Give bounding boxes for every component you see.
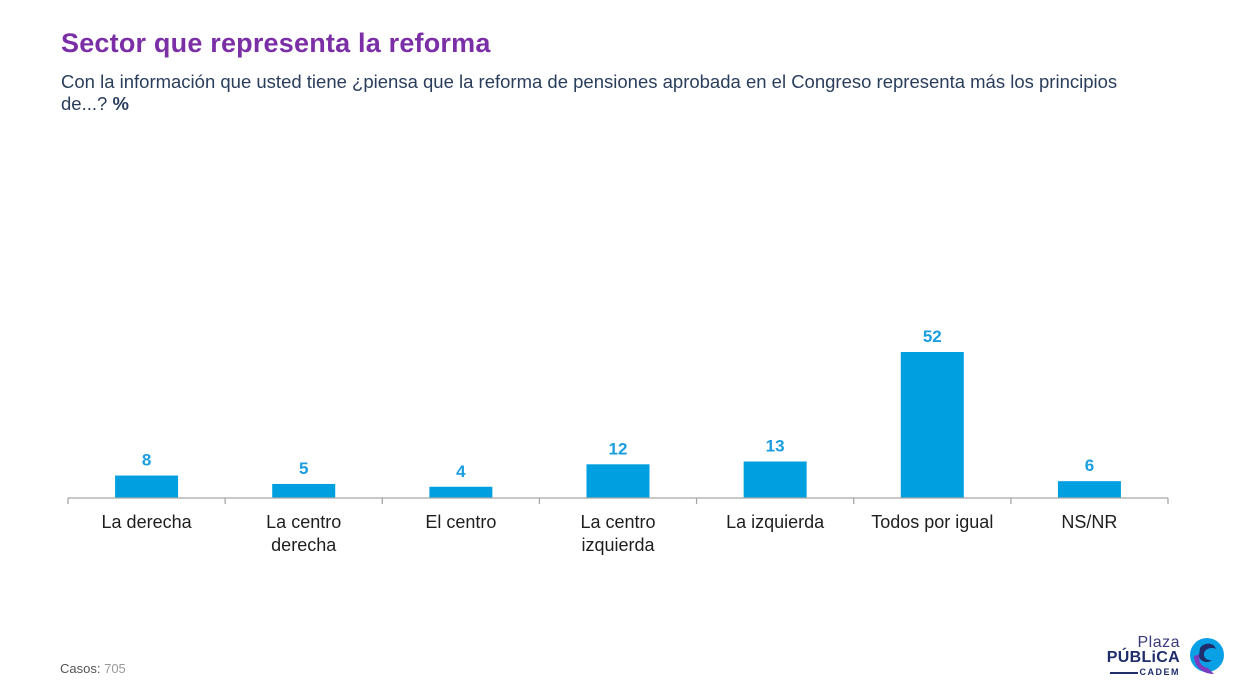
x-tick-label: La centro izquierda [580,512,655,555]
x-tick-label: El centro [425,512,496,532]
question-text: Con la información que usted tiene ¿pien… [61,71,1118,114]
x-tick-label: La derecha [102,512,193,532]
x-tick-label: La centro derecha [266,512,341,555]
bar [429,486,493,498]
unit-label: % [112,93,129,114]
data-label: 5 [299,459,308,478]
data-label: 6 [1085,456,1094,475]
x-tick-label: NS/NR [1061,512,1117,532]
logo-underline [1110,672,1138,674]
cases-label: Casos [60,661,97,676]
speech-bubble-logo-icon [1190,638,1224,674]
cases-note: Casos: 705 [60,661,126,676]
bar [586,464,650,498]
labels-group: 8 La derecha 5 La centro derecha 4 El centro 12… [102,327,1118,555]
data-label: 12 [609,439,628,458]
chart-title: Sector que representa la reforma [61,28,491,58]
x-tick-label: La izquierda [726,512,825,532]
bar [272,483,336,498]
cases-value: 705 [104,661,126,676]
plaza-publica-logo: Plaza PÚBLiCA CADEM [1106,634,1228,678]
bar [900,352,964,498]
bar-chart: 8 La derecha 5 La centro derecha 4 El centro 12… [67,327,1169,555]
logo-text-cadem: CADEM [1139,667,1180,677]
bars-group [115,352,1121,498]
bar [1057,481,1121,498]
x-tick-label: Todos por igual [871,512,993,532]
logo-text-plaza: Plaza [1137,634,1180,651]
data-label: 8 [142,451,151,470]
logo-text-publica: PÚBLiCA [1106,649,1180,666]
chart-subtitle: Con la información que usted tiene ¿pien… [61,71,1161,115]
data-label: 13 [766,437,785,456]
bar [743,461,807,498]
x-axis [67,497,1169,504]
data-label: 52 [923,327,942,346]
bar [115,475,179,498]
data-label: 4 [456,462,466,481]
